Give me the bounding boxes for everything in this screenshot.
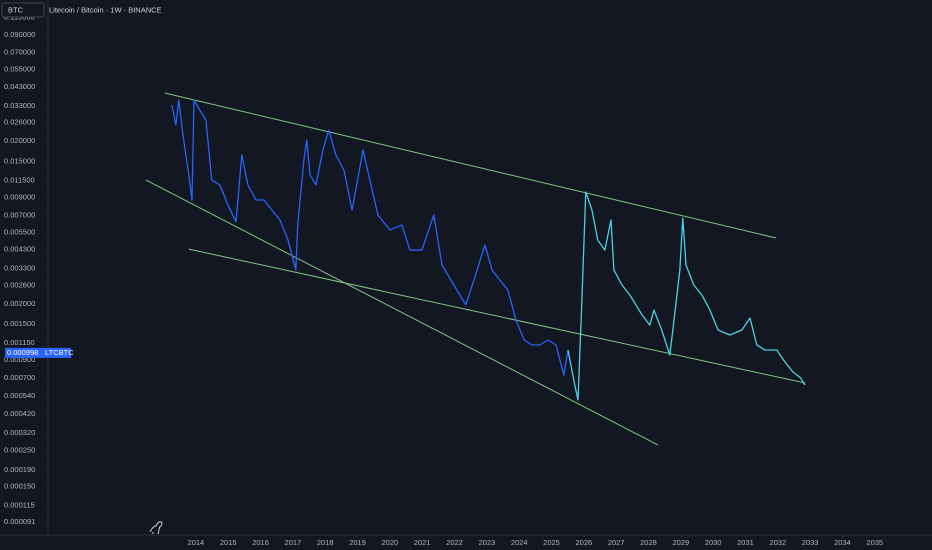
price-line	[171, 99, 569, 376]
logo[interactable]	[149, 521, 163, 535]
y-tick-label: 0.090000	[4, 30, 35, 39]
x-tick-label: 2014	[188, 538, 205, 547]
x-tick-label: 2017	[285, 538, 302, 547]
x-tick-label: 2030	[705, 538, 722, 547]
y-tick-label: 0.002000	[4, 299, 35, 308]
x-tick-label: 2033	[802, 538, 819, 547]
x-tick-label: 2031	[737, 538, 754, 547]
y-tick-label: 0.055000	[4, 65, 35, 74]
y-tick-label: 0.000420	[4, 409, 35, 418]
y-tick-label: 0.000900	[4, 355, 35, 364]
last-price-tag	[5, 347, 71, 358]
x-tick-label: 2027	[608, 538, 625, 547]
x-tick-label: 2023	[479, 538, 496, 547]
symbol-search-box[interactable]	[1, 2, 45, 18]
x-tick-label: 2018	[317, 538, 334, 547]
y-tick-label: 0.011500	[4, 175, 35, 184]
last-price-label: 0.000998	[7, 348, 38, 357]
x-tick-label: 2022	[446, 538, 463, 547]
y-tick-label: 0.000091	[4, 517, 35, 526]
plot-area	[145, 92, 806, 446]
y-tick-label: 0.033000	[4, 101, 35, 110]
y-tick-label: 0.000700	[4, 373, 35, 382]
y-tick-label: 0.026000	[4, 118, 35, 127]
x-tick-label: 2021	[414, 538, 431, 547]
y-tick-label: 0.007000	[4, 210, 35, 219]
y-tick-label: 0.002600	[4, 280, 35, 289]
x-tick-label: 2020	[382, 538, 399, 547]
y-tick-label: 0.000320	[4, 428, 35, 437]
x-tick-label: 2019	[349, 538, 366, 547]
trendline	[188, 248, 806, 384]
x-tick-label: 2029	[672, 538, 689, 547]
y-tick-label: 0.043000	[4, 82, 35, 91]
x-tick-label: 2016	[252, 538, 269, 547]
y-tick-label: 0.003300	[4, 263, 35, 272]
y-tick-label: 0.000250	[4, 446, 35, 455]
x-tick-label: 2026	[575, 538, 592, 547]
y-tick-label: 0.070000	[4, 48, 35, 57]
y-tick-label: 0.001150	[4, 338, 35, 347]
x-tick-label: 2034	[834, 538, 851, 547]
x-tick-label: 2035	[866, 538, 883, 547]
x-tick-label: 2032	[769, 538, 786, 547]
y-tick-label: 0.000150	[4, 482, 35, 491]
chart-title: Litecoin / Bitcoin · 1W · BINANCE	[49, 5, 162, 14]
y-tick-label: 0.001500	[4, 319, 35, 328]
x-tick-label: 2024	[511, 538, 528, 547]
x-tick-label: 2015	[220, 538, 237, 547]
symbol-search[interactable]: BTC	[8, 5, 24, 14]
y-tick-label: 0.004300	[4, 245, 35, 254]
price-line	[567, 191, 806, 401]
x-tick-label: 2025	[543, 538, 560, 547]
trendline	[145, 179, 659, 446]
y-tick-label: 0.020000	[4, 136, 35, 145]
y-tick-label: 0.000190	[4, 465, 35, 474]
x-tick-label: 2028	[640, 538, 657, 547]
y-tick-label: 0.000540	[4, 391, 35, 400]
last-price-symbol: LTCBTC	[45, 348, 74, 357]
y-tick-label: 0.015000	[4, 156, 35, 165]
axes: 0.1150000.0900000.0700000.0550000.043000…	[4, 13, 883, 547]
y-tick-label: 0.005500	[4, 227, 35, 236]
y-tick-label: 0.009000	[4, 193, 35, 202]
trendline	[164, 92, 776, 239]
y-tick-label: 0.000115	[4, 500, 35, 509]
